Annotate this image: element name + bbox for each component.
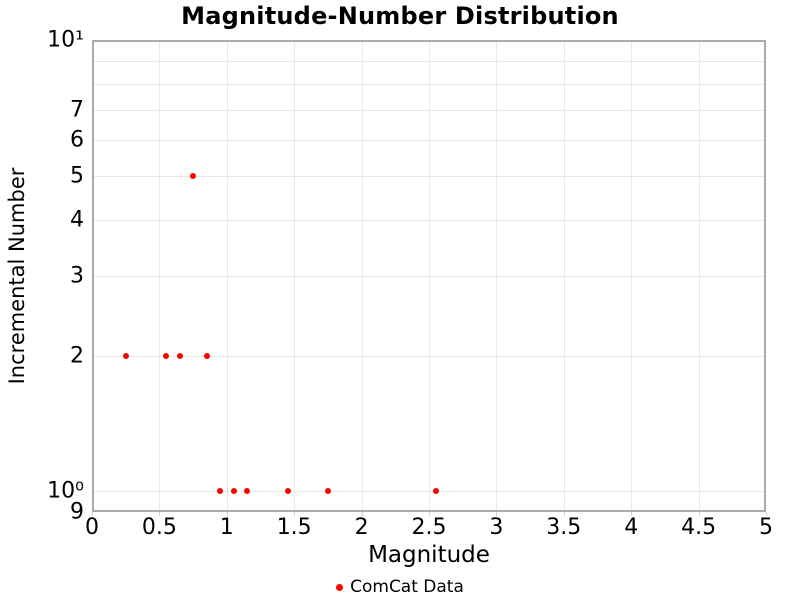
x-tick-label: 0.5 [141, 515, 177, 540]
x-axis-label: Magnitude [368, 542, 490, 568]
data-point [244, 488, 250, 495]
x-tick-label: 3.5 [546, 515, 582, 540]
chart-title: Magnitude-Number Distribution [181, 2, 619, 30]
legend: ComCat Data [0, 576, 800, 598]
y-tick-label: 6 [70, 127, 84, 153]
gridline-horizontal [92, 175, 766, 177]
data-point [230, 488, 237, 495]
x-tick-label: 4.5 [681, 515, 717, 540]
data-point [324, 488, 331, 495]
x-tick-mark [92, 512, 93, 516]
data-point [432, 488, 439, 495]
gridline-horizontal [92, 219, 766, 221]
y-tick-label: 4 [70, 207, 84, 233]
data-point [203, 352, 210, 359]
gridline-horizontal [92, 109, 766, 111]
legend-marker-icon [336, 583, 344, 591]
y-axis-label: Incremental Number [5, 167, 29, 385]
x-tick-mark [159, 512, 161, 516]
legend-label: ComCat Data [350, 577, 464, 597]
gridline-horizontal [92, 276, 766, 277]
y-tick-label: 10¹ [47, 27, 84, 53]
x-tick-label: 4 [624, 515, 639, 540]
x-tick-label: 5 [759, 515, 773, 540]
y-tick-label: 10⁰ [47, 478, 84, 504]
data-point [122, 352, 129, 359]
plot-area [92, 40, 766, 512]
data-point [190, 172, 197, 179]
data-point [217, 488, 224, 495]
x-tick-label: 0 [85, 515, 99, 540]
gridline-horizontal [92, 355, 766, 357]
x-tick-mark [563, 512, 565, 516]
x-tick-label: 1 [219, 515, 234, 540]
x-tick-label: 2 [354, 515, 369, 540]
x-tick-mark [361, 512, 363, 516]
x-tick-label: 2.5 [411, 515, 447, 540]
x-tick-mark [766, 512, 767, 516]
x-tick-mark [698, 512, 700, 516]
gridline-horizontal [92, 60, 766, 62]
data-point [176, 352, 183, 359]
y-tick-label: 2 [70, 343, 84, 368]
gridline-horizontal [92, 83, 766, 85]
x-tick-mark [496, 512, 498, 516]
gridline-horizontal [92, 140, 766, 142]
data-point [284, 488, 291, 495]
data-point [163, 352, 170, 359]
y-tick-label: 5 [70, 163, 84, 189]
gridline-horizontal [92, 491, 766, 493]
y-tick-label: 9 [70, 499, 84, 525]
x-tick-mark [294, 512, 296, 516]
x-tick-mark [429, 512, 430, 516]
y-tick-label: 3 [70, 263, 84, 289]
x-tick-mark [226, 512, 228, 516]
x-tick-label: 1.5 [276, 515, 312, 540]
y-tick-label: 7 [70, 97, 84, 123]
x-tick-label: 3 [489, 515, 504, 540]
x-tick-mark [631, 512, 633, 516]
